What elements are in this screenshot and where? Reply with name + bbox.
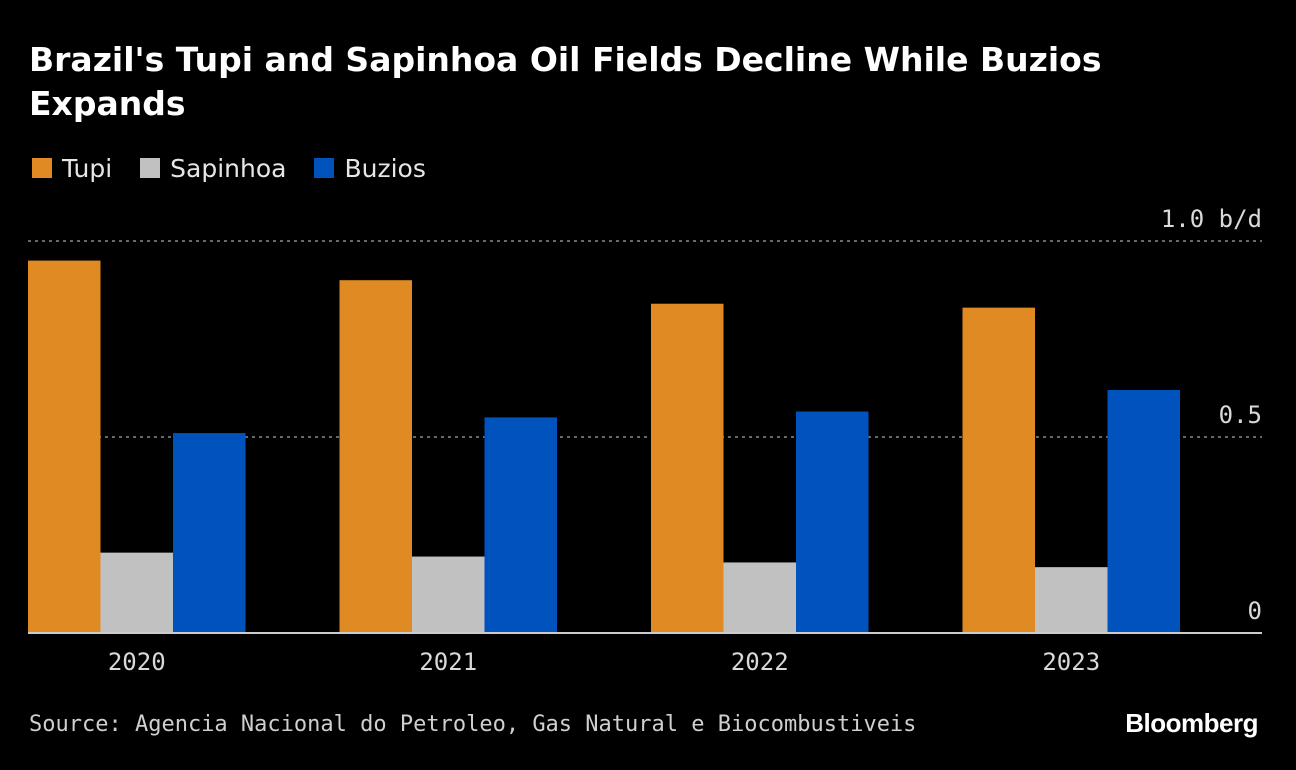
legend-swatch-tupi (32, 158, 52, 178)
x-tick-label-2022: 2022 (731, 648, 789, 676)
legend-label-sapinhoa: Sapinhoa (170, 153, 287, 183)
bar-sapinhoa-2022 (723, 562, 796, 633)
bar-tupi-2023 (962, 307, 1035, 633)
legend-swatch-sapinhoa (140, 158, 161, 178)
legend-swatch-buzios (314, 158, 335, 178)
bar-tupi-2021 (339, 280, 412, 633)
chart-title: Brazil's Tupi and Sapinhoa Oil Fields De… (29, 40, 1102, 123)
y-tick-label-1: 0.5 (1219, 401, 1262, 429)
legend-item-sapinhoa: Sapinhoa (140, 154, 286, 183)
bar-buzios-2021 (484, 417, 557, 633)
bar-buzios-2022 (796, 411, 869, 633)
y-tick-label-0: 0 (1248, 597, 1262, 625)
x-tick-label-2023: 2023 (1042, 648, 1100, 676)
bar-buzios-2023 (1107, 389, 1180, 633)
bar-sapinhoa-2023 (1035, 567, 1108, 633)
legend: Tupi Sapinhoa Buzios (32, 152, 454, 184)
legend-item-tupi: Tupi (32, 154, 112, 183)
bar-sapinhoa-2020 (100, 552, 173, 633)
source-note: Source: Agencia Nacional do Petroleo, Ga… (29, 712, 917, 737)
bar-sapinhoa-2021 (412, 556, 485, 633)
bar-tupi-2022 (651, 303, 724, 633)
x-tick-label-2020: 2020 (108, 648, 166, 676)
bloomberg-logo: Bloomberg (1125, 708, 1258, 738)
bar-chart: 0 0.5 1.0 b/d 2020 2021 2022 2023 (28, 205, 1262, 676)
bar-buzios-2020 (173, 433, 246, 633)
legend-label-tupi: Tupi (62, 153, 113, 183)
x-tick-label-2021: 2021 (419, 648, 477, 676)
y-tick-label-2: 1.0 b/d (1161, 205, 1262, 233)
bar-tupi-2020 (28, 260, 101, 633)
legend-label-buzios: Buzios (344, 153, 426, 183)
legend-item-buzios: Buzios (314, 153, 426, 183)
